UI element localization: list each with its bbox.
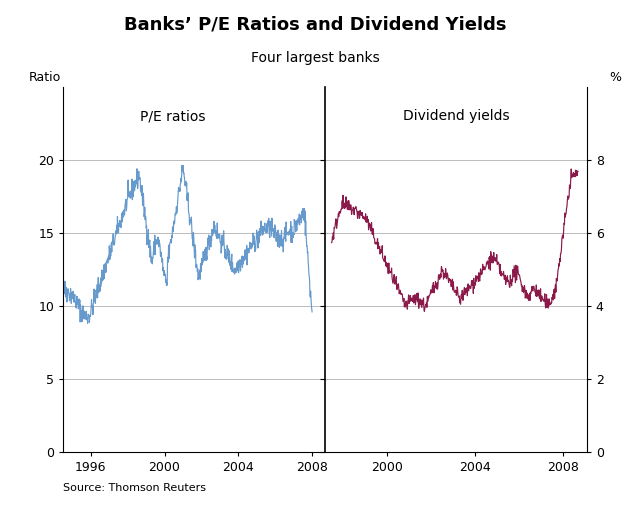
Text: Source: Thomson Reuters: Source: Thomson Reuters xyxy=(63,484,206,493)
Text: Four largest banks: Four largest banks xyxy=(251,51,380,65)
Text: Banks’ P/E Ratios and Dividend Yields: Banks’ P/E Ratios and Dividend Yields xyxy=(124,15,507,33)
Text: Dividend yields: Dividend yields xyxy=(403,109,509,123)
Text: %: % xyxy=(609,71,621,84)
Text: P/E ratios: P/E ratios xyxy=(140,109,206,123)
Text: Ratio: Ratio xyxy=(29,71,61,84)
